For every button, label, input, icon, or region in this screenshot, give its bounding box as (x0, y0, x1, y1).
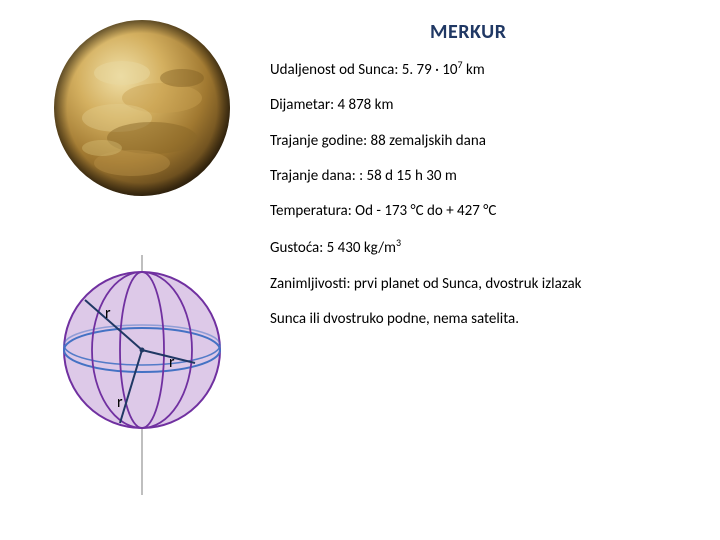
r-label-1: r (105, 304, 111, 323)
fact-temperature: Temperatura: Od - 173 °C do + 427 °C (270, 201, 710, 221)
center-dot (140, 348, 145, 353)
facts-list: Udaljenost od Sunca: 5. 79 · 107 km Dija… (270, 58, 710, 344)
fact-fun-2: Sunca ili dvostruko podne, nema satelita… (270, 309, 710, 329)
page-title: MERKUR (430, 20, 507, 44)
fact-distance: Udaljenost od Sunca: 5. 79 · 107 km (270, 58, 710, 80)
fact-day: Trajanje dana: : 58 d 15 h 30 m (270, 166, 710, 186)
fact-unit: km (463, 61, 485, 79)
fact-text: Udaljenost od Sunca: 5. 79 · 10 (270, 61, 458, 79)
fact-diameter: Dijametar: 4 878 km (270, 95, 710, 115)
r-label-2: r (169, 353, 175, 372)
fact-exp: 3 (396, 236, 401, 249)
fact-density: Gustoća: 5 430 kg/m3 (270, 236, 710, 258)
sphere-diagram: r r r (47, 255, 237, 495)
fact-text: Gustoća: 5 430 kg/m (270, 239, 396, 257)
planet-image (52, 18, 232, 198)
r-label-3: r (117, 393, 123, 412)
fact-year: Trajanje godine: 88 zemaljskih dana (270, 131, 710, 151)
fact-fun-1: Zanimljivosti: prvi planet od Sunca, dvo… (270, 274, 710, 294)
